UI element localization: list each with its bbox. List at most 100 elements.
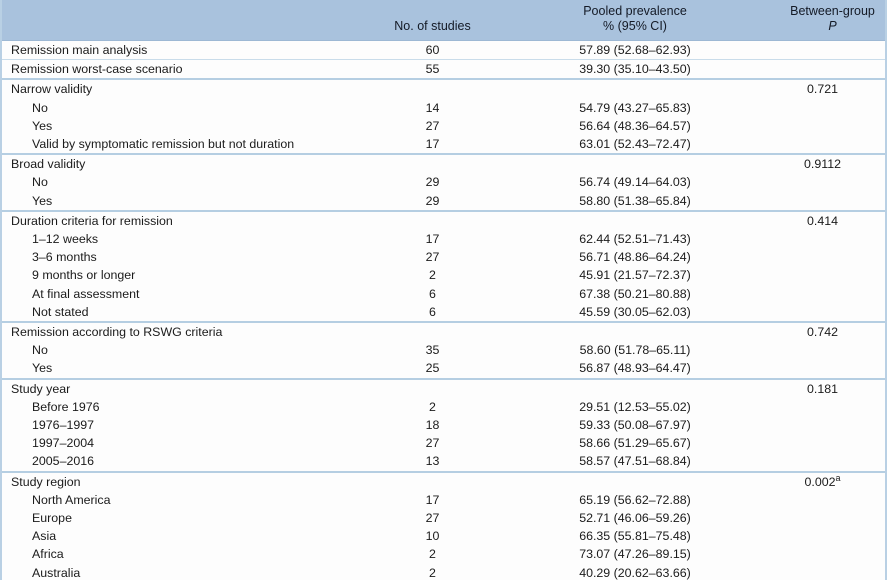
- row-label-cell: Remission according to RSWG criteria: [2, 321, 375, 342]
- row-label-cell: Study year: [2, 377, 375, 398]
- studies-cell: 27: [425, 250, 440, 265]
- table-row: 1–12 weeks 17 62.44 (52.51–71.43): [2, 230, 885, 248]
- table-row: Europe 27 52.71 (46.06–59.26): [2, 509, 885, 527]
- table-row: Africa 2 73.07 (47.26–89.15): [2, 545, 885, 563]
- pvalue-cell: [780, 341, 885, 359]
- prevalence-cell: 58.57 (47.51–68.84): [579, 454, 691, 469]
- header-row: No. of studies Pooled prevalence % (95% …: [2, 0, 885, 41]
- pvalue-cell: [780, 303, 885, 322]
- prevalence-cell: 66.35 (55.81–75.48): [579, 529, 691, 544]
- pvalue-cell: [780, 416, 885, 434]
- prevalence-cell: 57.89 (52.68–62.93): [579, 43, 691, 57]
- row-label-cell: North America: [32, 492, 111, 507]
- row-label-cell: Australia: [32, 565, 81, 580]
- prevalence-cell: 63.01 (52.43–72.47): [579, 137, 691, 152]
- pvalue-cell: [780, 266, 885, 284]
- table-row: 3–6 months 27 56.71 (48.86–64.24): [2, 248, 885, 266]
- pvalue-cell: 0.002a: [780, 470, 885, 491]
- pvalue-cell: [780, 509, 885, 527]
- pvalue-cell: [780, 398, 885, 416]
- studies-cell: 55: [375, 59, 490, 80]
- studies-cell: 14: [425, 100, 440, 115]
- studies-cell: 29: [425, 175, 440, 190]
- studies-cell: 17: [425, 492, 440, 507]
- studies-cell: 10: [425, 529, 440, 544]
- prevalence-cell: 45.91 (21.57–72.37): [579, 268, 691, 283]
- pvalue-cell: 0.414: [780, 209, 885, 231]
- table-row: 1976–1997 18 59.33 (50.08–67.97): [2, 416, 885, 434]
- row-label-cell: Remission main analysis: [11, 43, 148, 57]
- row-label-cell: Yes: [32, 193, 53, 208]
- studies-cell: 60: [425, 43, 440, 57]
- table-row: Not stated 6 45.59 (30.05–62.03): [2, 303, 885, 322]
- row-label-cell: 2005–2016: [32, 454, 95, 469]
- row-label-cell: No: [32, 175, 48, 190]
- table-row: 2005–2016 13 58.57 (47.51–68.84): [2, 452, 885, 471]
- pvalue-footnote-marker: a: [835, 472, 841, 483]
- table-row: Study year 0.181: [2, 377, 885, 398]
- pvalue-cell: 0.9112: [780, 153, 885, 174]
- studies-cell: [375, 377, 490, 398]
- table-header: No. of studies Pooled prevalence % (95% …: [2, 0, 885, 41]
- table-row: At final assessment 6 67.38 (50.21–80.88): [2, 285, 885, 303]
- studies-cell: 13: [425, 454, 440, 469]
- studies-cell: 27: [425, 511, 440, 526]
- row-label-cell: Broad validity: [2, 153, 375, 174]
- prevalence-cell: 45.59 (30.05–62.03): [579, 304, 691, 319]
- table-row: Duration criteria for remission 0.414: [2, 209, 885, 231]
- row-label-cell: 1–12 weeks: [32, 232, 99, 247]
- pvalue-cell: [780, 117, 885, 135]
- row-label-cell: Valid by symptomatic remission but not d…: [32, 137, 295, 152]
- pvalue-cell: [780, 491, 885, 509]
- prevalence-cell: 56.64 (48.36–64.57): [579, 118, 691, 133]
- prevalence-cell: [490, 321, 780, 342]
- header-prevalence-cell: Pooled prevalence % (95% CI): [490, 0, 780, 41]
- table-row: Yes 29 58.80 (51.38–65.84): [2, 192, 885, 211]
- pvalue-header-line2: P: [828, 19, 837, 33]
- table-row: 9 months or longer 2 45.91 (21.57–72.37): [2, 266, 885, 284]
- studies-cell: 6: [429, 304, 436, 319]
- table-row: Broad validity 0.9112: [2, 153, 885, 174]
- studies-cell: 18: [425, 418, 440, 433]
- pvalue-cell: 0.742: [780, 321, 885, 342]
- row-label-cell: Remission worst-case scenario: [2, 59, 375, 80]
- studies-cell: [375, 321, 490, 342]
- studies-cell: [375, 78, 490, 99]
- row-label-cell: 1997–2004: [32, 436, 95, 451]
- table-row: Narrow validity 0.721: [2, 78, 885, 99]
- pvalue-cell: [780, 173, 885, 191]
- pvalue-cell: [780, 545, 885, 563]
- prevalence-cell: [490, 377, 780, 398]
- prevalence-cell: 56.74 (49.14–64.03): [579, 175, 691, 190]
- prevalence-cell: 67.38 (50.21–80.88): [579, 286, 691, 301]
- row-label-cell: 3–6 months: [32, 250, 97, 265]
- table-row: Before 1976 2 29.51 (12.53–55.02): [2, 398, 885, 416]
- studies-cell: [375, 153, 490, 174]
- row-label-cell: No: [32, 100, 48, 115]
- studies-cell: 17: [425, 232, 440, 247]
- studies-header-text: No. of studies: [394, 19, 471, 33]
- pvalue-cell: [780, 192, 885, 211]
- table-row: Yes 27 56.64 (48.36–64.57): [2, 117, 885, 135]
- pvalue-cell: [780, 135, 885, 154]
- table-row: Remission according to RSWG criteria 0.74…: [2, 321, 885, 342]
- table-body: Remission main analysis 60 57.89 (52.68–62…: [2, 41, 885, 580]
- prevalence-cell: 52.71 (46.06–59.26): [579, 511, 691, 526]
- pvalue-cell: [780, 41, 885, 60]
- pvalue-cell: [780, 248, 885, 266]
- prevalence-cell: [490, 153, 780, 174]
- prevalence-cell: [490, 470, 780, 491]
- pvalue-cell: [780, 285, 885, 303]
- pvalue-cell: 0.721: [780, 78, 885, 99]
- row-label-cell: Yes: [32, 118, 53, 133]
- prevalence-cell: 62.44 (52.51–71.43): [579, 232, 691, 247]
- prevalence-cell: 39.30 (35.10–43.50): [490, 59, 780, 80]
- table-row: 1997–2004 27 58.66 (51.29–65.67): [2, 434, 885, 452]
- pvalue-cell: [780, 452, 885, 471]
- prevalence-cell: 56.71 (48.86–64.24): [579, 250, 691, 265]
- studies-cell: 17: [425, 137, 440, 152]
- pvalue-header-line1: Between-group: [790, 4, 875, 18]
- table-row: Study region 0.002a: [2, 470, 885, 491]
- row-label-cell: Asia: [32, 529, 57, 544]
